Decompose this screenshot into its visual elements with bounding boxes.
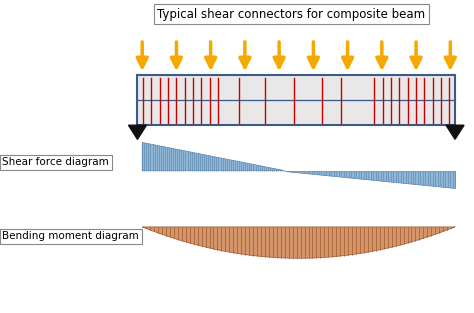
Polygon shape	[142, 227, 455, 258]
Text: Shear force diagram: Shear force diagram	[2, 157, 109, 167]
Text: Typical shear connectors for composite beam: Typical shear connectors for composite b…	[157, 8, 426, 21]
Polygon shape	[284, 171, 455, 188]
Bar	[137, 75, 455, 125]
Polygon shape	[128, 125, 146, 139]
Polygon shape	[446, 125, 464, 139]
Text: Bending moment diagram: Bending moment diagram	[2, 231, 139, 241]
Polygon shape	[142, 142, 284, 171]
